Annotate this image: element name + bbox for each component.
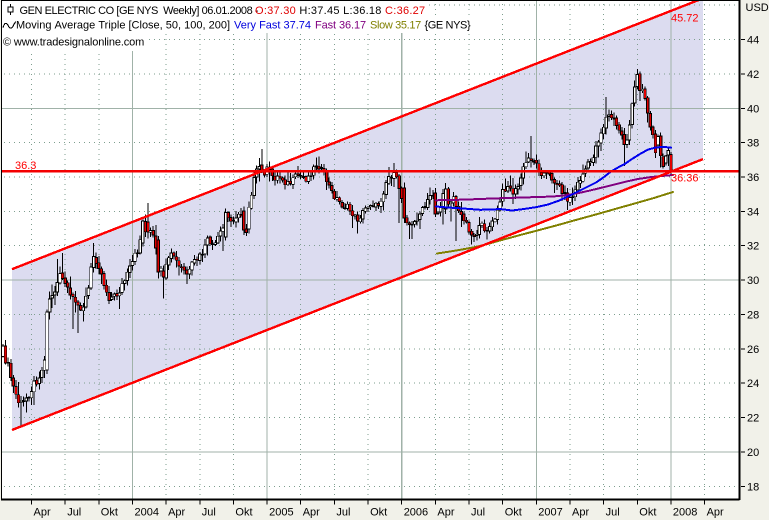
svg-text:40: 40 xyxy=(747,103,759,115)
svg-text:Jul: Jul xyxy=(202,507,216,519)
svg-text:Jul: Jul xyxy=(471,507,485,519)
svg-text:Apr: Apr xyxy=(168,507,185,519)
svg-text:Okt: Okt xyxy=(505,507,522,519)
svg-text:44: 44 xyxy=(747,35,759,47)
svg-text:18: 18 xyxy=(747,481,759,493)
svg-text:2004: 2004 xyxy=(135,507,159,519)
svg-text:Very Fast 37.74: Very Fast 37.74 xyxy=(234,20,311,32)
svg-text:Moving Average Triple [Close,: Moving Average Triple [Close, 50, 100, 2… xyxy=(16,20,230,32)
svg-text:Fast 36.17: Fast 36.17 xyxy=(315,20,366,32)
svg-text:36.36: 36.36 xyxy=(671,173,699,185)
svg-text:Jul: Jul xyxy=(67,507,81,519)
svg-text:36.3: 36.3 xyxy=(15,160,36,172)
svg-text:O:37.30 H:37.45 L:36.18 C:36.2: O:37.30 H:37.45 L:36.18 C:36.27 xyxy=(255,5,425,17)
svg-text:2007: 2007 xyxy=(538,507,562,519)
svg-text:45.72: 45.72 xyxy=(671,13,699,25)
svg-text:42: 42 xyxy=(747,69,759,81)
svg-text:Okt: Okt xyxy=(101,507,118,519)
svg-text:USD: USD xyxy=(746,2,769,14)
svg-text:Okt: Okt xyxy=(235,507,252,519)
svg-text:Apr: Apr xyxy=(34,507,51,519)
svg-text:Slow 35.17: Slow 35.17 xyxy=(370,20,421,32)
svg-text:Okt: Okt xyxy=(639,507,656,519)
svg-text:Okt: Okt xyxy=(370,507,387,519)
svg-text:36: 36 xyxy=(747,172,759,184)
svg-text:Apr: Apr xyxy=(707,507,724,519)
svg-text:24: 24 xyxy=(747,378,759,390)
svg-text:© www.tradesignalonline.com: © www.tradesignalonline.com xyxy=(3,37,144,49)
svg-text:2008: 2008 xyxy=(673,507,697,519)
svg-text:22: 22 xyxy=(747,413,759,425)
svg-text:28: 28 xyxy=(747,310,759,322)
svg-text:Jul: Jul xyxy=(606,507,620,519)
svg-text:{GE NYS}: {GE NYS} xyxy=(425,20,471,32)
svg-text:38: 38 xyxy=(747,138,759,150)
svg-text:Jul: Jul xyxy=(336,507,350,519)
svg-text:Apr: Apr xyxy=(437,507,454,519)
svg-text:20: 20 xyxy=(747,447,759,459)
svg-text:GEN ELECTRIC CO [GE NYS Weekl: GEN ELECTRIC CO [GE NYS Weekly] 06.01.20… xyxy=(20,5,259,17)
svg-text:34: 34 xyxy=(747,206,759,218)
svg-text:Apr: Apr xyxy=(572,507,589,519)
svg-text:2006: 2006 xyxy=(404,507,428,519)
svg-text:26: 26 xyxy=(747,344,759,356)
svg-text:30: 30 xyxy=(747,275,759,287)
svg-text:2005: 2005 xyxy=(269,507,293,519)
svg-text:32: 32 xyxy=(747,241,759,253)
svg-text:Apr: Apr xyxy=(303,507,320,519)
